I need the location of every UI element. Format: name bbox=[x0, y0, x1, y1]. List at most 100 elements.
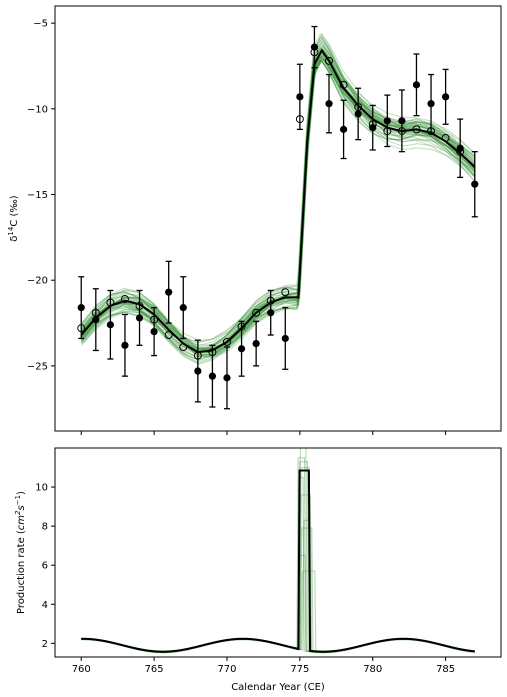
observed-point bbox=[398, 117, 406, 125]
top-ensemble-line bbox=[80, 59, 476, 364]
model-point bbox=[281, 288, 290, 297]
bottom-ensemble-line bbox=[81, 457, 475, 654]
top-ensemble-line bbox=[81, 53, 476, 350]
bottom-x-tick-label: 775 bbox=[290, 664, 309, 675]
bottom-y-tick-label: 4 bbox=[42, 600, 48, 611]
top-ensemble-line bbox=[81, 49, 476, 353]
observed-point bbox=[252, 340, 260, 348]
model-point bbox=[397, 127, 406, 136]
model-point bbox=[339, 80, 348, 89]
model-point bbox=[441, 133, 450, 142]
model-point bbox=[164, 331, 173, 340]
top-ensemble-line bbox=[80, 49, 476, 357]
delta14c-panel: −25 −20 −15 −10 −5 δ14C (‰) bbox=[7, 5, 502, 435]
model-points bbox=[77, 48, 465, 360]
bottom-y-axis-label: Production rate (cm2s−1) bbox=[14, 491, 27, 614]
model-point bbox=[208, 348, 217, 357]
observed-point bbox=[325, 100, 333, 108]
bottom-y-tick-label: 6 bbox=[42, 561, 48, 572]
observed-point bbox=[412, 81, 421, 89]
model-point bbox=[252, 308, 261, 317]
observed-point bbox=[208, 372, 217, 380]
bottom-model-line bbox=[81, 469, 475, 653]
bottom-x-tick-label: 780 bbox=[363, 664, 382, 675]
observed-point bbox=[135, 314, 144, 322]
model-point bbox=[295, 115, 304, 124]
observed-point bbox=[92, 316, 100, 324]
bot-ylabel-s: s bbox=[16, 505, 27, 510]
top-ensemble-line bbox=[80, 44, 476, 350]
top-ensemble-line bbox=[80, 55, 475, 351]
bottom-y-tick-label: 8 bbox=[42, 522, 48, 533]
top-ensemble-line bbox=[80, 53, 476, 352]
model-point bbox=[310, 48, 319, 57]
bottom-model-curve bbox=[81, 469, 475, 653]
bottom-x-tick-label: 785 bbox=[436, 664, 455, 675]
top-ensemble-line bbox=[80, 40, 476, 352]
bottom-ensemble-line bbox=[81, 448, 475, 653]
model-point bbox=[222, 337, 231, 346]
x-axis-label: Calendar Year (CE) bbox=[231, 682, 325, 693]
model-point bbox=[354, 103, 363, 112]
model-point bbox=[91, 308, 100, 317]
model-point bbox=[427, 127, 436, 136]
observed-point bbox=[106, 321, 114, 329]
model-point bbox=[266, 296, 275, 305]
model-point bbox=[106, 298, 115, 307]
observed-point bbox=[237, 345, 246, 353]
model-point bbox=[135, 301, 144, 310]
top-ensemble-line bbox=[80, 57, 476, 354]
observed-point bbox=[471, 180, 479, 188]
observed-point bbox=[223, 374, 231, 382]
production-rate-panel: 760 765 770 775 780 785 2 4 6 8 10 Production rate… bbox=[14, 447, 502, 693]
bottom-x-tick-label: 770 bbox=[217, 664, 236, 675]
bottom-ensemble-line bbox=[81, 466, 475, 652]
model-point bbox=[179, 343, 188, 352]
model-point bbox=[120, 295, 129, 304]
observed-point bbox=[281, 334, 289, 343]
top-ensemble-line bbox=[80, 55, 476, 355]
bot-ylabel-close: ) bbox=[16, 491, 27, 495]
top-ensemble-line bbox=[80, 52, 475, 353]
bottom-ensemble-line bbox=[81, 527, 475, 653]
top-ensemble-line bbox=[80, 55, 476, 361]
bottom-x-tick-label: 760 bbox=[72, 664, 91, 675]
observed-point bbox=[150, 328, 158, 336]
model-point bbox=[368, 120, 377, 129]
top-ensemble-line bbox=[80, 57, 475, 353]
bot-ylabel-sup2: −1 bbox=[14, 495, 22, 505]
bottom-axes-frame bbox=[54, 447, 502, 658]
top-ensemble-line bbox=[80, 44, 476, 352]
bottom-ensemble-line bbox=[81, 554, 475, 654]
observed-point bbox=[121, 341, 129, 349]
model-point bbox=[77, 324, 86, 333]
top-ensemble-line bbox=[80, 54, 476, 352]
bottom-y-tick-label: 2 bbox=[42, 639, 48, 650]
bottom-axis-ticks: 760 765 770 775 780 785 2 4 6 8 10 bbox=[35, 483, 455, 675]
top-model-curve bbox=[80, 48, 476, 354]
bot-ylabel-sup1: 2 bbox=[14, 510, 22, 515]
model-point bbox=[325, 56, 334, 65]
observed-point bbox=[194, 367, 202, 375]
bottom-x-tick-label: 765 bbox=[145, 664, 164, 675]
observed-point bbox=[77, 304, 85, 312]
bottom-ensemble-line bbox=[81, 519, 475, 653]
top-ensemble-line bbox=[80, 33, 475, 350]
top-ensemble-line bbox=[80, 37, 476, 353]
top-ensemble-line bbox=[80, 33, 476, 350]
top-ensemble-line bbox=[80, 36, 475, 351]
top-ylabel-rest: C (‰) bbox=[9, 195, 20, 226]
observed-point bbox=[354, 110, 362, 118]
top-ensemble-line bbox=[80, 58, 476, 361]
observed-point bbox=[165, 288, 173, 296]
bottom-ensemble-line bbox=[81, 494, 475, 652]
observed-point bbox=[339, 125, 348, 133]
top-ensemble-line bbox=[80, 60, 476, 353]
top-axes-frame bbox=[54, 5, 502, 432]
top-y-tick-label: −10 bbox=[27, 104, 48, 115]
top-y-tick-label: −20 bbox=[27, 276, 48, 287]
bottom-ensemble-lines bbox=[81, 448, 475, 654]
bottom-ensemble-line bbox=[81, 476, 475, 654]
model-point bbox=[456, 147, 465, 156]
